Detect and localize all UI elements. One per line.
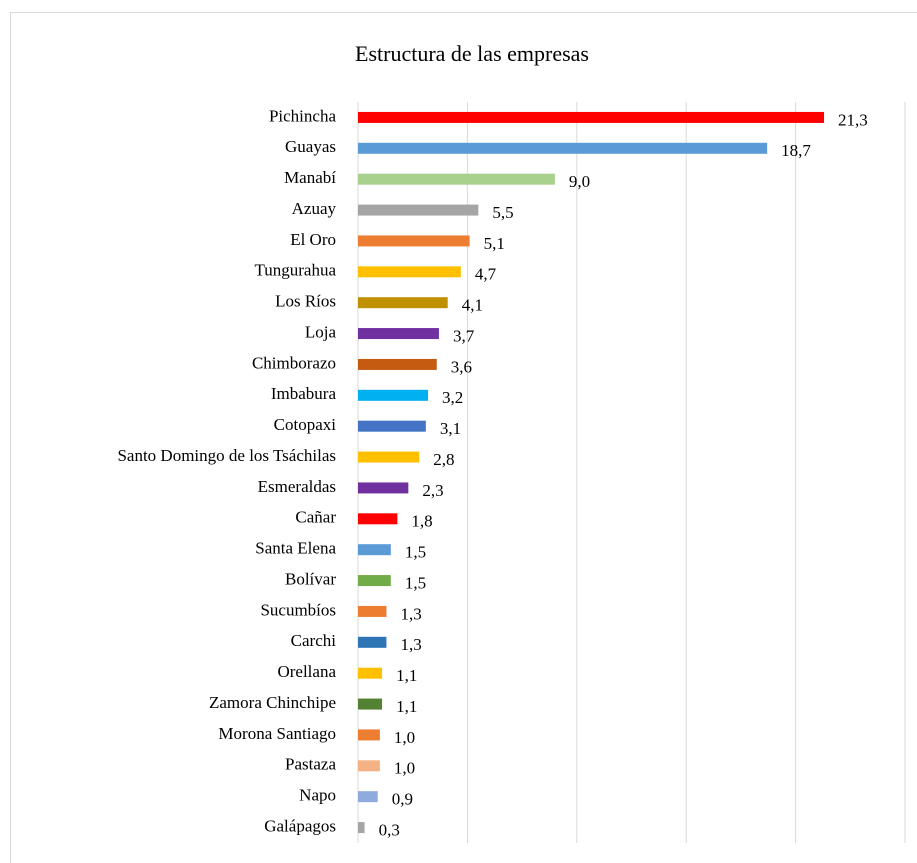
data-label: 3,7 <box>453 326 475 345</box>
bar <box>358 482 409 494</box>
data-label: 1,5 <box>405 573 426 592</box>
bar <box>358 760 380 772</box>
bar <box>358 420 426 432</box>
y-tick-label: Imbabura <box>271 384 337 403</box>
chart-title: Estructura de las empresas <box>355 41 589 66</box>
data-label: 1,8 <box>411 512 432 531</box>
data-label: 5,1 <box>484 234 505 253</box>
bar <box>358 297 448 309</box>
data-label: 1,1 <box>396 666 417 685</box>
data-label: 1,3 <box>400 604 421 623</box>
bar <box>358 389 429 401</box>
chart-border <box>10 12 917 863</box>
y-tick-label: Cañar <box>295 508 336 527</box>
bar <box>358 698 383 710</box>
y-tick-label: Galápagos <box>264 816 336 835</box>
y-tick-label: Santo Domingo de los Tsáchilas <box>117 446 336 465</box>
data-label: 3,1 <box>440 419 461 438</box>
y-tick-label: Esmeraldas <box>258 477 336 496</box>
bar <box>358 451 420 463</box>
data-label: 21,3 <box>838 110 868 129</box>
data-label: 1,5 <box>405 543 426 562</box>
y-tick-label: Cotopaxi <box>274 415 337 434</box>
bar <box>358 544 391 556</box>
bar <box>358 605 387 617</box>
y-tick-label: Chimborazo <box>252 353 336 372</box>
data-label: 0,3 <box>379 820 400 839</box>
bar <box>358 266 461 278</box>
data-label: 2,8 <box>433 450 454 469</box>
y-tick-label: Bolívar <box>285 569 336 588</box>
y-tick-label: Guayas <box>285 137 336 156</box>
bar <box>358 204 479 216</box>
y-tick-label: Los Ríos <box>275 292 336 311</box>
bar <box>358 575 391 587</box>
y-tick-label: Loja <box>305 322 337 341</box>
data-label: 9,0 <box>569 172 590 191</box>
y-tick-label: El Oro <box>290 230 336 249</box>
data-label: 5,5 <box>492 203 513 222</box>
bar <box>358 513 398 525</box>
y-tick-label: Carchi <box>291 631 337 650</box>
data-label: 1,0 <box>394 728 415 747</box>
data-label: 0,9 <box>392 790 413 809</box>
bar <box>358 235 470 247</box>
y-tick-label: Sucumbíos <box>260 600 336 619</box>
y-tick-label: Morona Santiago <box>218 724 336 743</box>
data-label: 1,1 <box>396 697 417 716</box>
data-label: 1,3 <box>400 635 421 654</box>
bar <box>358 791 378 803</box>
data-label: 18,7 <box>781 141 811 160</box>
bar <box>358 729 380 741</box>
data-label: 3,6 <box>451 357 472 376</box>
y-tick-label: Tungurahua <box>254 261 336 280</box>
data-label: 1,0 <box>394 759 415 778</box>
y-tick-label: Santa Elena <box>255 539 336 558</box>
data-label: 4,7 <box>475 265 497 284</box>
y-tick-label: Manabí <box>284 168 336 187</box>
y-tick-label: Orellana <box>277 662 336 681</box>
data-label: 2,3 <box>422 481 443 500</box>
y-tick-label: Pichincha <box>269 106 336 125</box>
bar <box>358 328 439 340</box>
data-label: 4,1 <box>462 296 483 315</box>
data-label: 3,2 <box>442 388 463 407</box>
y-tick-label: Azuay <box>292 199 337 218</box>
bar <box>358 358 437 370</box>
bar <box>358 667 383 679</box>
bar <box>358 142 768 154</box>
bar <box>358 111 825 123</box>
bar <box>358 173 555 185</box>
y-tick-label: Napo <box>299 786 336 805</box>
bar <box>358 822 365 834</box>
y-tick-label: Zamora Chinchipe <box>209 693 336 712</box>
y-tick-label: Pastaza <box>285 755 336 774</box>
bar <box>358 636 387 648</box>
